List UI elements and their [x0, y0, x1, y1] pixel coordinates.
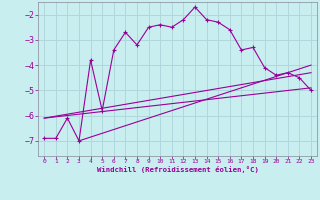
X-axis label: Windchill (Refroidissement éolien,°C): Windchill (Refroidissement éolien,°C): [97, 166, 259, 173]
